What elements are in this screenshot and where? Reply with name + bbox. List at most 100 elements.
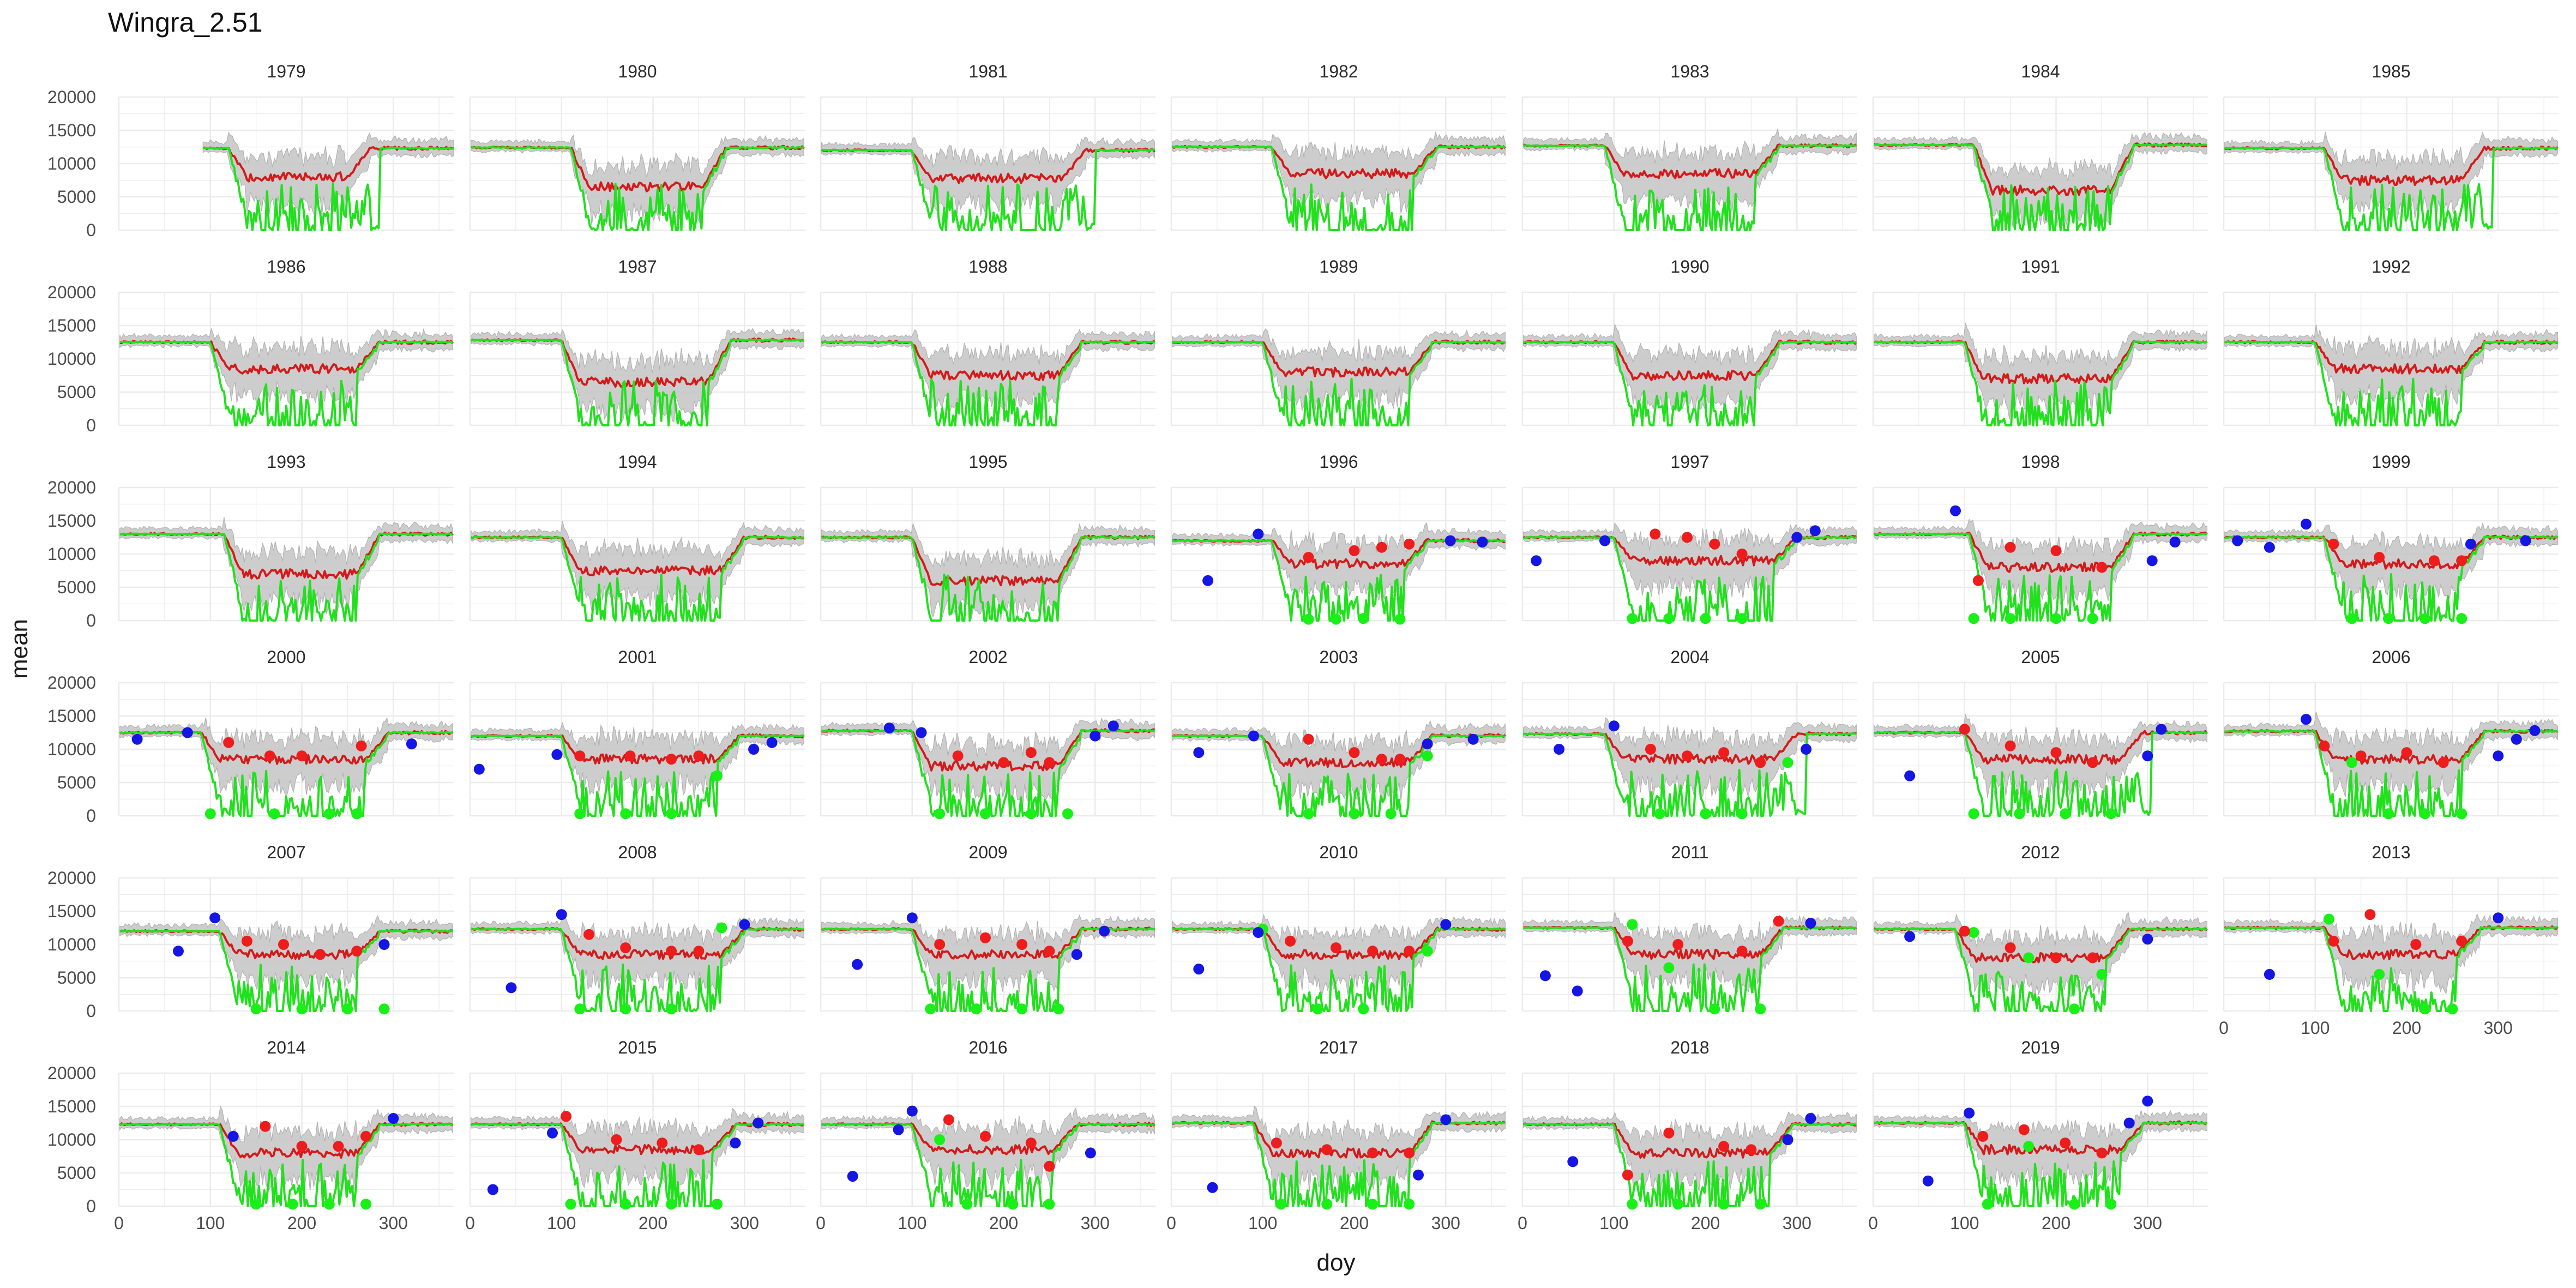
- green-point: [323, 1199, 335, 1210]
- facet-panel-1982: 1982: [1170, 62, 1506, 231]
- blue-point: [173, 946, 184, 957]
- red-point: [2087, 952, 2098, 964]
- red-point: [1746, 1144, 1757, 1155]
- red-point: [611, 1134, 622, 1145]
- red-point: [1663, 1127, 1675, 1139]
- facet-title: 2013: [2372, 842, 2410, 862]
- green-point: [2069, 1199, 2080, 1210]
- facet-title: 1994: [618, 452, 657, 472]
- red-point: [693, 750, 705, 762]
- x-tick-label: 0: [1518, 1213, 1527, 1233]
- green-line: [1873, 340, 2208, 426]
- red-point: [1044, 946, 1055, 957]
- y-tick-label: 10000: [47, 1130, 96, 1149]
- blue-point: [1253, 927, 1264, 938]
- blue-point: [1090, 730, 1101, 742]
- facet-title: 2006: [2372, 647, 2410, 667]
- x-tick-label: 200: [2392, 1018, 2421, 1038]
- y-tick-label: 10000: [47, 154, 96, 173]
- green-line: [821, 927, 1155, 1012]
- green-line: [119, 929, 453, 1012]
- green-point: [712, 1199, 723, 1210]
- blue-point: [209, 912, 221, 924]
- blue-point: [1108, 720, 1119, 732]
- x-axis-title: doy: [1317, 1249, 1356, 1276]
- red-point: [2328, 538, 2339, 550]
- blue-point: [1904, 770, 1916, 781]
- facet-title: 1993: [267, 452, 305, 472]
- y-tick-label: 5000: [57, 1163, 96, 1183]
- blue-point: [1805, 1113, 1816, 1124]
- red-point: [1718, 1141, 1730, 1152]
- green-line: [1522, 340, 1857, 426]
- y-axis-title: mean: [6, 619, 33, 679]
- blue-point: [1099, 925, 1110, 937]
- red-point: [351, 946, 363, 957]
- blue-point: [378, 939, 390, 950]
- red-point: [693, 946, 705, 957]
- green-point: [1663, 962, 1675, 973]
- y-tick-label: 5000: [57, 773, 96, 792]
- facet-panel-2010: 2010: [1170, 842, 1506, 1015]
- facet-panel-1993: 1993 0 5000 10000 15000 20000: [47, 452, 454, 630]
- x-tick-label: 100: [547, 1213, 576, 1233]
- green-point: [2419, 808, 2431, 820]
- green-point: [2346, 757, 2357, 768]
- green-point: [360, 1199, 371, 1210]
- green-point: [1025, 808, 1037, 820]
- red-point: [620, 942, 631, 954]
- red-point: [1709, 538, 1720, 550]
- red-point: [1959, 925, 1970, 937]
- green-point: [666, 808, 677, 820]
- red-point: [1367, 1147, 1379, 1159]
- facet-title: 2004: [1670, 647, 1709, 667]
- green-point: [1404, 1199, 1415, 1210]
- x-tick-label: 0: [114, 1213, 124, 1233]
- facet-title: 2002: [968, 647, 1007, 667]
- y-tick-label: 10000: [47, 544, 96, 564]
- green-line: [821, 340, 1155, 426]
- green-point: [565, 1199, 576, 1210]
- green-point: [323, 808, 335, 820]
- red-point: [1650, 528, 1661, 540]
- blue-point: [182, 727, 193, 738]
- facet-title: 1998: [2021, 452, 2060, 472]
- red-point: [1025, 747, 1037, 759]
- red-point: [2096, 562, 2108, 573]
- red-point: [980, 932, 991, 943]
- red-point: [264, 750, 275, 762]
- green-line: [471, 146, 804, 231]
- green-point: [1349, 808, 1360, 820]
- green-point: [1331, 613, 1341, 625]
- facet-panel-1980: 1980: [469, 62, 805, 231]
- red-point: [1622, 935, 1633, 947]
- red-point: [278, 939, 289, 950]
- green-point: [934, 808, 946, 820]
- blue-point: [1440, 919, 1452, 930]
- green-point: [2456, 808, 2467, 820]
- facet-title: 1981: [968, 62, 1007, 81]
- green-line: [471, 734, 804, 817]
- green-point: [934, 1134, 946, 1145]
- range-band: [2224, 324, 2558, 410]
- green-point: [1700, 808, 1711, 820]
- green-point: [1385, 808, 1397, 820]
- facet-title: 2012: [2021, 842, 2060, 862]
- blue-point: [847, 1171, 858, 1182]
- facet-title: 2011: [1671, 842, 1709, 862]
- green-point: [1968, 808, 1979, 820]
- green-point: [712, 770, 723, 781]
- green-point: [2005, 613, 2016, 624]
- range-band: [2224, 131, 2558, 221]
- green-line: [471, 1122, 805, 1207]
- red-point: [2401, 747, 2412, 759]
- red-point: [1285, 935, 1296, 947]
- green-line: [119, 532, 453, 622]
- red-point: [2355, 750, 2367, 762]
- red-point: [657, 1137, 668, 1149]
- facet-title: 1997: [1670, 452, 1709, 472]
- blue-point: [739, 919, 750, 930]
- blue-point: [2520, 535, 2531, 546]
- green-point: [342, 1003, 353, 1015]
- red-point: [333, 1141, 344, 1152]
